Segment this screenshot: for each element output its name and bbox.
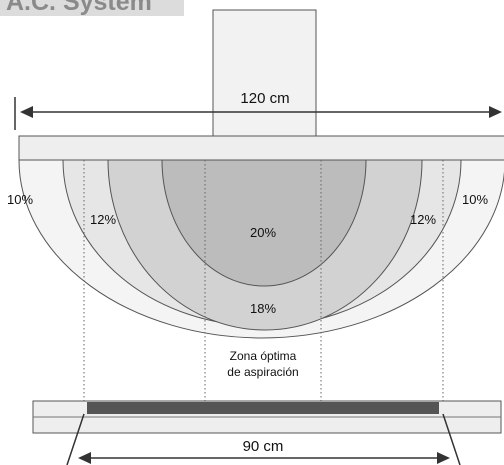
title-tab: A.C. System <box>0 0 184 16</box>
optimal-zone-line1: Zona óptima <box>230 349 297 363</box>
hood-chimney <box>212 9 317 137</box>
optimal-zone-line2: de aspiración <box>227 365 298 379</box>
label-12-left: 12% <box>90 212 116 227</box>
bottom-slant-left <box>66 413 85 465</box>
title: A.C. System <box>6 0 152 16</box>
bottom-arrow-left <box>78 452 91 464</box>
hood-body <box>18 135 504 161</box>
projection-lines <box>83 160 444 401</box>
label-10-left: 10% <box>7 192 33 207</box>
top-arrow-right <box>489 106 502 118</box>
label-12-right: 12% <box>410 212 436 227</box>
label-18: 18% <box>250 301 276 316</box>
zone-20 <box>161 159 367 287</box>
bottom-slant-right <box>442 413 461 465</box>
top-width-label: 120 cm <box>240 90 289 107</box>
bottom-arrow-right <box>437 452 450 464</box>
label-20: 20% <box>250 225 276 240</box>
cooking-strip <box>87 402 439 414</box>
bottom-width-label: 90 cm <box>243 438 284 455</box>
top-arrow-left <box>20 106 33 118</box>
label-10-right: 10% <box>462 192 488 207</box>
